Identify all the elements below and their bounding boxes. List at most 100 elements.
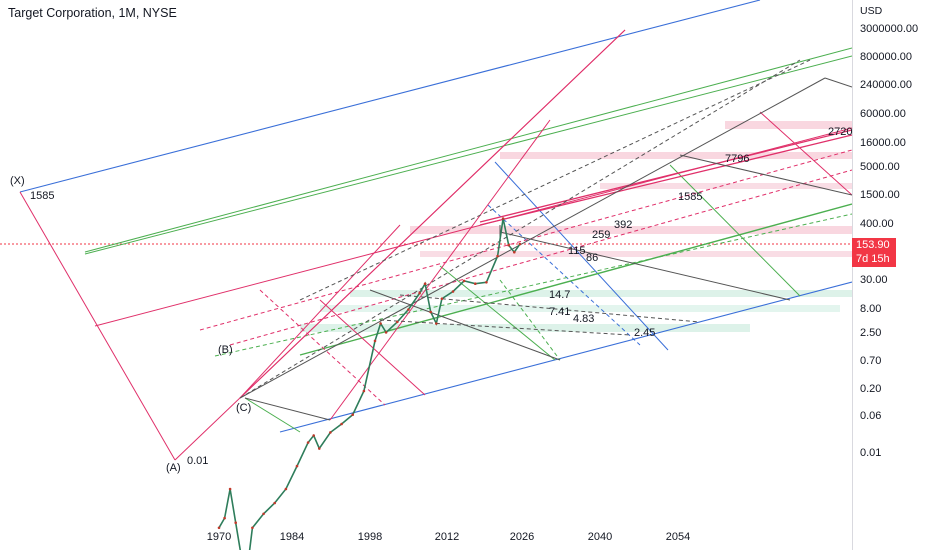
price-series-point bbox=[513, 250, 516, 254]
price-axis[interactable] bbox=[852, 0, 932, 550]
green-diagonal-line-2 bbox=[499, 279, 561, 361]
pink-c-to-top-line bbox=[239, 29, 626, 399]
fib-zone bbox=[420, 251, 852, 257]
price-series-point bbox=[440, 297, 444, 301]
level-label: 7.41 bbox=[549, 306, 571, 318]
price-tick-label: 2.50 bbox=[860, 327, 882, 339]
price-tick-label: 400.00 bbox=[860, 218, 894, 230]
price-tick-label: 60000.00 bbox=[860, 108, 906, 120]
chart-title: Target Corporation, 1M, NYSE bbox=[8, 6, 177, 20]
channel-upper-line bbox=[19, 0, 761, 193]
level-label: 392 bbox=[614, 219, 633, 231]
price-series-point bbox=[362, 389, 366, 393]
level-label: 86 bbox=[586, 252, 599, 264]
price-series-point bbox=[474, 282, 477, 286]
pink-double-line-1 bbox=[479, 129, 852, 223]
price-series-point bbox=[318, 447, 321, 450]
wave-label: (X) bbox=[10, 175, 25, 187]
pink-double-line-2 bbox=[479, 134, 852, 226]
level-label: 2.45 bbox=[634, 327, 656, 339]
time-tick-label: 2012 bbox=[434, 531, 460, 543]
price-series-point bbox=[251, 526, 254, 530]
fib-zone bbox=[500, 152, 852, 159]
price-series-point bbox=[284, 487, 288, 491]
price-tick-label: 16000.00 bbox=[860, 137, 906, 149]
fib-zone bbox=[600, 183, 852, 189]
pink-dashed-diagonal bbox=[259, 289, 386, 406]
trendline-group bbox=[0, 0, 852, 461]
price-series-point bbox=[518, 242, 522, 246]
fib-zone bbox=[320, 305, 840, 312]
price-series-point bbox=[234, 521, 237, 524]
green-diagonal-line-3 bbox=[669, 164, 801, 297]
time-tick-label: 2040 bbox=[587, 531, 613, 543]
price-tick-label: 3000000.00 bbox=[860, 23, 919, 35]
price-tick-label: 0.06 bbox=[860, 410, 882, 422]
green-dashed-line bbox=[214, 213, 852, 357]
pink-diagonal-line bbox=[319, 299, 426, 396]
level-label: 4.83 bbox=[573, 313, 595, 325]
time-tick-label: 2026 bbox=[509, 531, 535, 543]
price-tick-label: 5000.00 bbox=[860, 161, 900, 173]
price-tick-label: 240000.00 bbox=[860, 79, 912, 91]
price-series-point bbox=[379, 322, 382, 325]
level-label: 2720 bbox=[828, 126, 853, 138]
last-price-tag: 153.90 bbox=[852, 238, 896, 253]
fib-zone bbox=[300, 324, 750, 332]
fib-zone bbox=[350, 290, 852, 297]
gray-right-line bbox=[679, 154, 852, 196]
green-upper-line-1 bbox=[84, 47, 852, 253]
channel-lower-line bbox=[279, 281, 852, 433]
gray-dashed-fan-2 bbox=[299, 59, 811, 301]
price-series-point bbox=[295, 464, 299, 468]
price-tick-label: 30.00 bbox=[860, 274, 888, 286]
price-tick-label: 0.20 bbox=[860, 383, 882, 395]
price-series-point bbox=[223, 516, 226, 520]
price-series-point bbox=[273, 501, 277, 505]
price-series-point bbox=[373, 339, 377, 343]
level-label: 7796 bbox=[725, 153, 750, 165]
level-label: 14.7 bbox=[549, 289, 571, 301]
price-series-point bbox=[423, 282, 427, 286]
green-short-line bbox=[244, 397, 301, 433]
wave-label: (B) bbox=[218, 344, 233, 356]
time-tick-label: 1970 bbox=[206, 531, 232, 543]
level-label: 259 bbox=[592, 229, 611, 241]
pink-c-rise-line bbox=[239, 224, 401, 399]
price-tick-label: 800000.00 bbox=[860, 51, 912, 63]
price-series-point bbox=[501, 217, 505, 220]
price-series-point bbox=[306, 441, 310, 444]
zone-group bbox=[300, 121, 852, 332]
wave-label: (A) bbox=[166, 462, 181, 474]
gray-short-line bbox=[244, 397, 331, 421]
price-series-point bbox=[217, 526, 221, 530]
price-series-point bbox=[351, 413, 355, 417]
price-series-point bbox=[435, 322, 438, 325]
time-tick-label: 2054 bbox=[665, 531, 691, 543]
price-tick-label: 8.00 bbox=[860, 303, 882, 315]
gray-dashed-lower bbox=[399, 294, 701, 323]
green-diagonal-line-1 bbox=[439, 265, 556, 361]
pink-dashed-line-2 bbox=[229, 169, 852, 346]
price-series-point bbox=[451, 290, 455, 293]
pink-dashed-line-1 bbox=[199, 149, 852, 331]
price-series-point bbox=[462, 279, 466, 283]
price-series-point bbox=[384, 331, 388, 334]
blue-diagonal-line bbox=[494, 161, 669, 351]
price-tick-label: 1500.00 bbox=[860, 189, 900, 201]
price-series-point bbox=[496, 254, 499, 258]
countdown-tag: 7d 15h bbox=[852, 252, 896, 267]
plot-area[interactable] bbox=[0, 0, 852, 550]
fib-zone bbox=[725, 121, 852, 129]
price-series-point bbox=[485, 281, 488, 284]
price-series-point bbox=[262, 512, 265, 516]
level-label: 1585 bbox=[678, 191, 703, 203]
price-tick-label: 0.01 bbox=[860, 447, 882, 459]
price-series-point bbox=[396, 320, 399, 324]
price-series-point bbox=[340, 422, 343, 426]
price-series-point bbox=[429, 310, 433, 314]
price-series-group bbox=[217, 217, 522, 550]
pink-x-to-a-line bbox=[19, 191, 176, 461]
wave-label: 0.01 bbox=[187, 455, 209, 467]
price-series-point bbox=[228, 487, 232, 491]
